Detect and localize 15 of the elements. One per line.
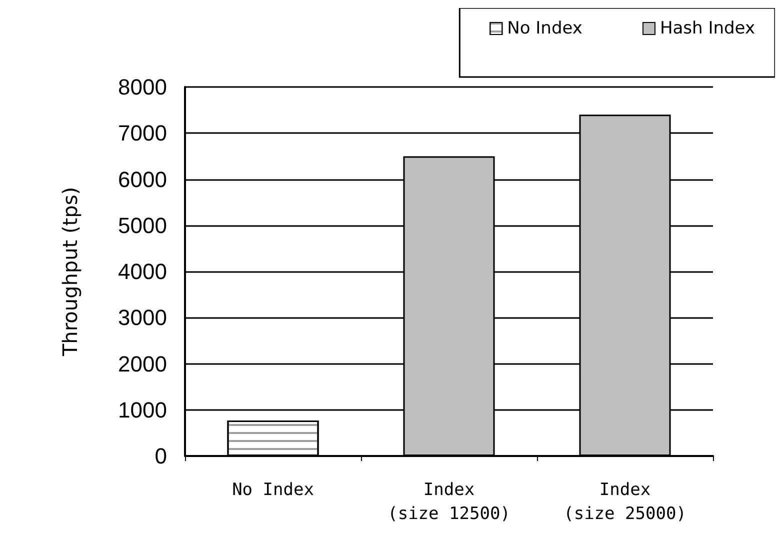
y-tick-label: 2000: [118, 351, 167, 376]
y-tick-label: 6000: [118, 166, 167, 192]
y-tick-label: 5000: [118, 212, 167, 238]
y-tick-label: 7000: [118, 120, 167, 146]
y-tick-label: 1000: [118, 397, 167, 422]
x-tick-label: No Index: [232, 480, 314, 500]
y-tick-label: 8000: [118, 74, 167, 100]
legend-label: No Index: [507, 18, 582, 38]
x-tick-label: Index (size 25000): [564, 480, 686, 524]
y-tick-label: 3000: [118, 305, 167, 330]
y-axis-title: Throughput (tps): [58, 186, 82, 358]
legend-label: Hash Index: [660, 18, 756, 38]
x-tick-label: Index (size 12500): [388, 480, 510, 524]
y-tick-label: 0: [154, 444, 167, 468]
y-tick-label: 4000: [118, 259, 167, 284]
